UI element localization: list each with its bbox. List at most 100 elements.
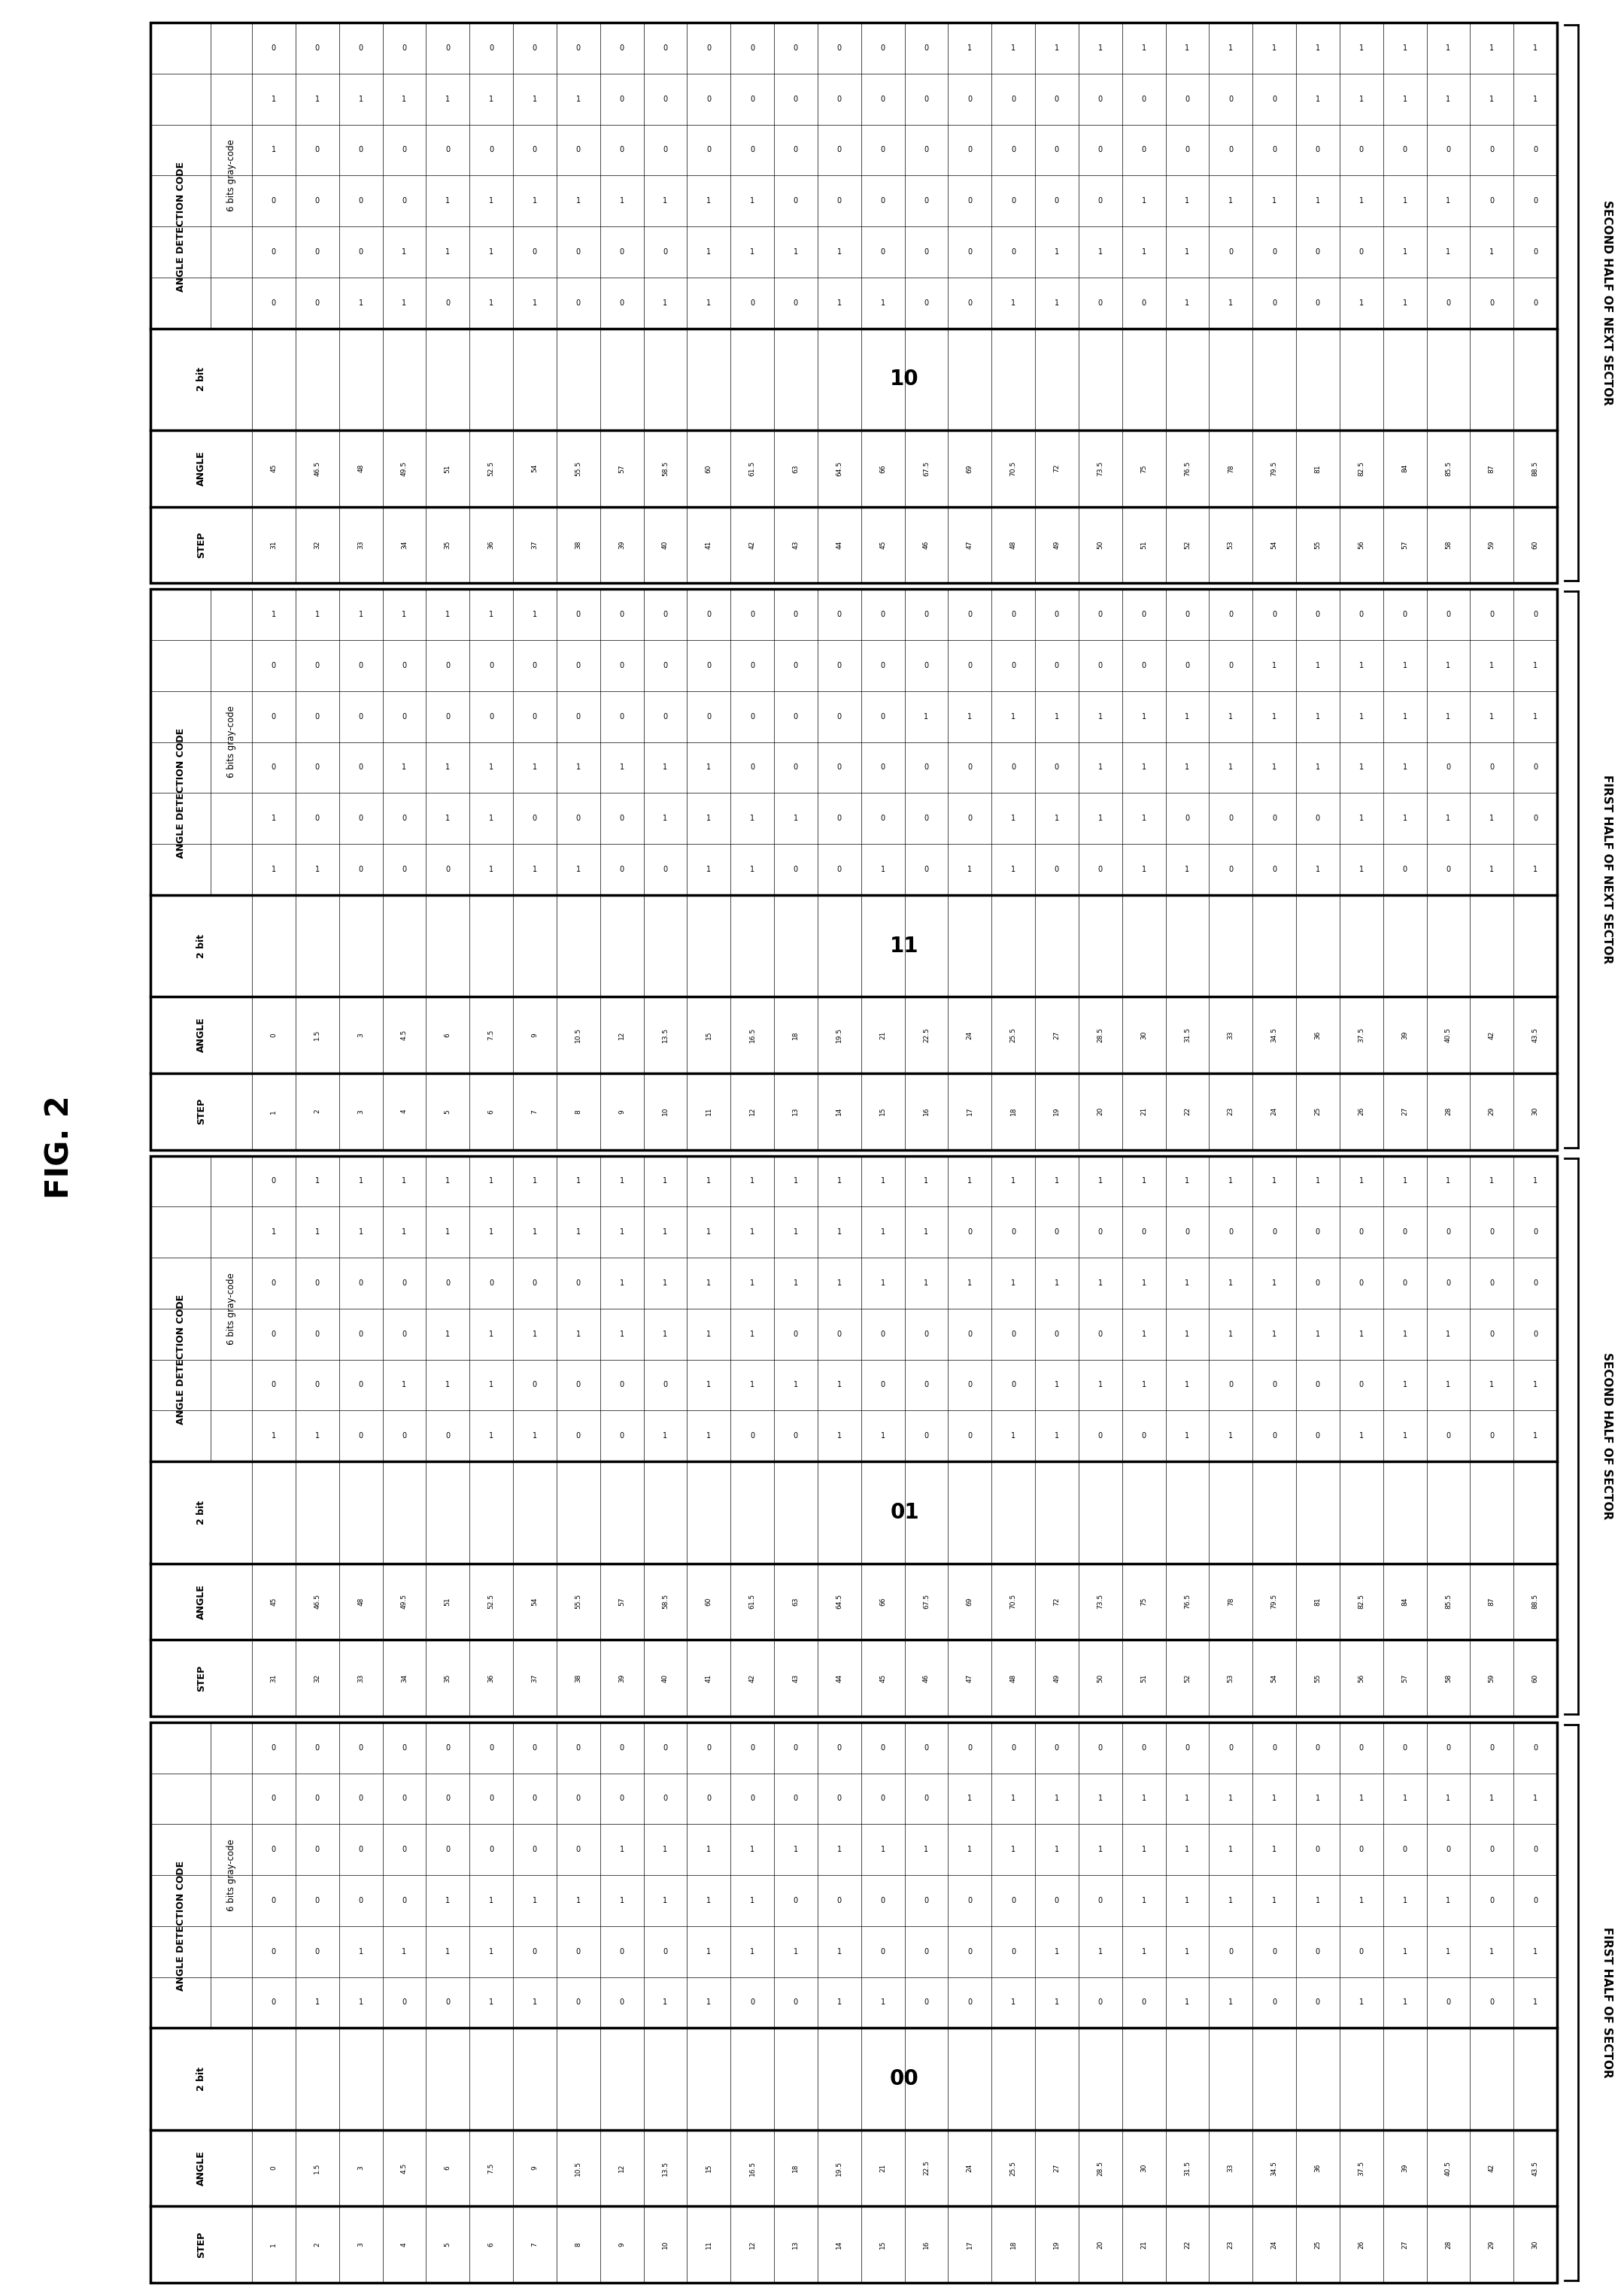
Text: 0: 0 xyxy=(359,248,364,255)
Text: 0: 0 xyxy=(271,1948,276,1954)
Text: 0: 0 xyxy=(359,764,364,771)
Text: 0: 0 xyxy=(1272,1998,1276,2007)
Text: 1: 1 xyxy=(750,865,755,874)
Text: 1: 1 xyxy=(1533,661,1538,670)
Text: 0: 0 xyxy=(359,1381,364,1388)
Text: 0: 0 xyxy=(1142,661,1147,670)
Text: ANGLE: ANGLE xyxy=(197,1583,206,1620)
Text: 1: 1 xyxy=(1142,1331,1147,1337)
Text: 1: 1 xyxy=(1228,1847,1233,1854)
Text: 1: 1 xyxy=(1403,197,1406,204)
Text: 0: 0 xyxy=(1445,610,1450,619)
Text: 37: 37 xyxy=(531,1675,538,1682)
Text: 0: 0 xyxy=(1359,1227,1364,1236)
Text: 0: 0 xyxy=(315,1847,320,1854)
Text: 1: 1 xyxy=(403,1177,406,1186)
Text: 33: 33 xyxy=(1228,2163,1234,2172)
Text: 0: 0 xyxy=(489,1743,494,1750)
Text: 1: 1 xyxy=(1186,248,1190,255)
Text: 0: 0 xyxy=(1359,1948,1364,1954)
Text: 0: 0 xyxy=(1445,1280,1450,1287)
Text: 24: 24 xyxy=(1272,2241,1278,2248)
Text: 1: 1 xyxy=(1098,764,1103,771)
Text: 46: 46 xyxy=(922,1675,929,1682)
Text: 7: 7 xyxy=(531,1110,538,1113)
Text: 0: 0 xyxy=(445,713,450,720)
Text: 27: 27 xyxy=(1054,2163,1060,2172)
Text: 0: 0 xyxy=(315,1897,320,1904)
Bar xyxy=(151,1723,1557,2283)
Text: 1: 1 xyxy=(794,814,797,821)
Text: 1: 1 xyxy=(1186,197,1190,204)
Text: 1: 1 xyxy=(1533,1431,1538,1441)
Text: 55.5: 55.5 xyxy=(575,461,581,477)
Text: 0: 0 xyxy=(271,1847,276,1854)
Text: 36: 36 xyxy=(1314,1030,1322,1039)
Text: 0: 0 xyxy=(1272,1743,1276,1750)
Text: 1: 1 xyxy=(489,1381,494,1388)
Text: 0: 0 xyxy=(750,1743,755,1750)
Text: 0: 0 xyxy=(1098,1227,1103,1236)
Text: 1: 1 xyxy=(271,147,276,154)
Text: STEP: STEP xyxy=(197,2232,206,2257)
Text: FIRST HALF OF SECTOR: FIRST HALF OF SECTOR xyxy=(1601,1927,1613,2078)
Text: 1: 1 xyxy=(1315,865,1320,874)
Text: 47: 47 xyxy=(966,541,973,548)
Text: 1: 1 xyxy=(836,1381,841,1388)
Text: 13.5: 13.5 xyxy=(663,1028,669,1041)
Text: 1: 1 xyxy=(1054,1794,1059,1803)
Text: 39: 39 xyxy=(619,1675,625,1682)
Text: 35: 35 xyxy=(445,1675,451,1682)
Text: 0: 0 xyxy=(1315,1381,1320,1388)
Text: 1: 1 xyxy=(1533,865,1538,874)
Text: 0: 0 xyxy=(836,661,841,670)
Text: 1: 1 xyxy=(1533,1177,1538,1186)
Text: 1: 1 xyxy=(1142,1177,1147,1186)
Text: 1: 1 xyxy=(1098,1847,1103,1854)
Text: 45: 45 xyxy=(270,463,278,473)
Text: 58.5: 58.5 xyxy=(663,1594,669,1608)
Text: 1: 1 xyxy=(968,44,973,53)
Text: 0: 0 xyxy=(1445,865,1450,874)
Text: 1: 1 xyxy=(271,1431,276,1441)
Text: 1: 1 xyxy=(1098,713,1103,720)
Text: 0: 0 xyxy=(706,44,711,53)
Text: 47: 47 xyxy=(966,1675,973,1682)
Text: 0: 0 xyxy=(533,661,538,670)
Text: 0: 0 xyxy=(663,147,667,154)
Text: 0: 0 xyxy=(924,1948,929,1954)
Text: 21: 21 xyxy=(1140,1108,1147,1115)
Text: 1: 1 xyxy=(1359,865,1364,874)
Text: 0: 0 xyxy=(403,1847,406,1854)
Text: 1: 1 xyxy=(1098,1177,1103,1186)
Text: 46: 46 xyxy=(922,541,929,548)
Text: 22.5: 22.5 xyxy=(922,2161,929,2175)
Text: 1: 1 xyxy=(1533,44,1538,53)
Text: 0: 0 xyxy=(1098,865,1103,874)
Text: 1: 1 xyxy=(1445,1177,1450,1186)
Text: 1: 1 xyxy=(489,610,494,619)
Text: 0: 0 xyxy=(533,713,538,720)
Text: 1: 1 xyxy=(1445,713,1450,720)
Text: 0: 0 xyxy=(794,764,797,771)
Text: 0: 0 xyxy=(924,44,929,53)
Text: 0: 0 xyxy=(836,764,841,771)
Text: 32: 32 xyxy=(313,1675,320,1682)
Text: 1: 1 xyxy=(1445,197,1450,204)
Text: 72: 72 xyxy=(1054,1597,1060,1606)
Text: 0: 0 xyxy=(533,1847,538,1854)
Text: 0: 0 xyxy=(968,610,973,619)
Text: 0: 0 xyxy=(880,814,885,821)
Text: 0: 0 xyxy=(1315,1948,1320,1954)
Text: 0: 0 xyxy=(1228,1381,1233,1388)
Text: 0: 0 xyxy=(794,1743,797,1750)
Text: 0: 0 xyxy=(619,1743,624,1750)
Text: ANGLE DETECTION CODE: ANGLE DETECTION CODE xyxy=(175,161,185,291)
Text: 1: 1 xyxy=(403,298,406,307)
Text: 0: 0 xyxy=(489,661,494,670)
Text: 0: 0 xyxy=(1445,147,1450,154)
Text: 0: 0 xyxy=(1533,147,1538,154)
Text: 0: 0 xyxy=(794,96,797,103)
Text: 1: 1 xyxy=(403,610,406,619)
Text: 10: 10 xyxy=(890,369,919,390)
